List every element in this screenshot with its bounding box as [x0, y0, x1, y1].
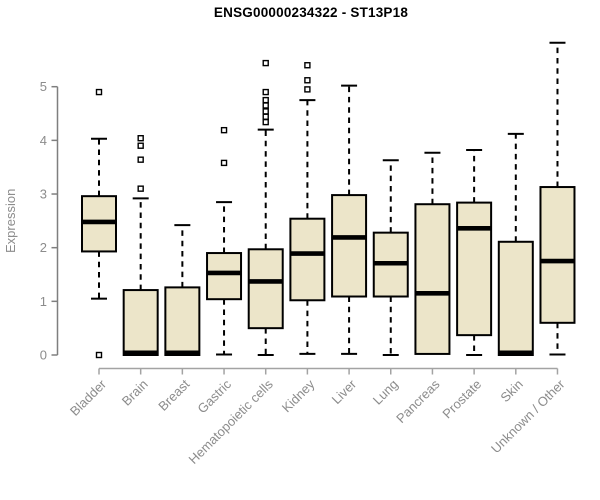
x-category-label: Unknown / Other [488, 376, 568, 456]
outlier-point [137, 156, 144, 163]
x-category-label: Brain [119, 377, 151, 409]
x-category-label: Liver [329, 376, 360, 407]
outlier-point [220, 159, 228, 167]
outlier-point [95, 351, 103, 359]
x-category-label: Prostate [439, 377, 484, 422]
box-group-kidney [289, 62, 326, 355]
x-category-label: Bladder [67, 376, 110, 419]
chart-title: ENSG00000234322 - ST13P18 [213, 5, 409, 20]
y-tick-label: 2 [40, 240, 47, 255]
outlier-point [262, 102, 269, 109]
outlier-point [304, 86, 311, 93]
box-rect [122, 289, 159, 357]
x-category-label: Lung [370, 377, 401, 408]
outlier-point [262, 118, 269, 126]
box-group-unknown-other [539, 41, 576, 356]
y-tick-label: 4 [40, 133, 47, 148]
box-rect [456, 201, 493, 337]
box-group-skin [497, 132, 534, 357]
y-tick-label: 1 [40, 294, 47, 309]
box-group-hematopoietic-cells [247, 59, 284, 356]
outlier-point [304, 77, 311, 84]
box-group-gastric [206, 126, 243, 356]
x-category-label: Gastric [194, 376, 234, 416]
box-rect [289, 217, 326, 302]
outlier-point [262, 88, 269, 96]
outlier-point [262, 96, 269, 104]
outlier-point [137, 185, 144, 192]
outlier-point [137, 142, 144, 149]
box-rect [164, 286, 201, 356]
x-category-label: Kidney [279, 376, 318, 415]
box-rect [539, 186, 576, 324]
box-group-bladder [81, 88, 117, 359]
box-group-brain [122, 135, 159, 357]
box-group-lung [372, 159, 409, 356]
x-category-label: Skin [497, 377, 525, 405]
y-tick-label: 5 [40, 79, 47, 94]
box-rect [414, 203, 451, 355]
box-group-pancreas [414, 151, 451, 355]
x-category-label: Pancreas [393, 376, 443, 426]
box-rect [247, 248, 284, 330]
box-rect [206, 252, 243, 301]
box-rect [497, 240, 534, 357]
box-group-breast [164, 224, 201, 356]
outlier-point [304, 62, 311, 69]
y-tick-label: 3 [40, 187, 47, 202]
outlier-point [262, 59, 269, 67]
y-tick-label: 0 [40, 348, 47, 363]
outlier-point [137, 135, 144, 142]
outlier-point [262, 108, 269, 115]
outlier-point [95, 88, 103, 96]
box-group-prostate [456, 149, 493, 356]
outlier-point [220, 126, 228, 134]
y-axis-title: Expression [3, 189, 18, 253]
outlier-point [262, 113, 269, 120]
box-group-liver [331, 84, 368, 355]
x-category-label: Breast [155, 376, 192, 413]
box-rect [331, 194, 368, 298]
